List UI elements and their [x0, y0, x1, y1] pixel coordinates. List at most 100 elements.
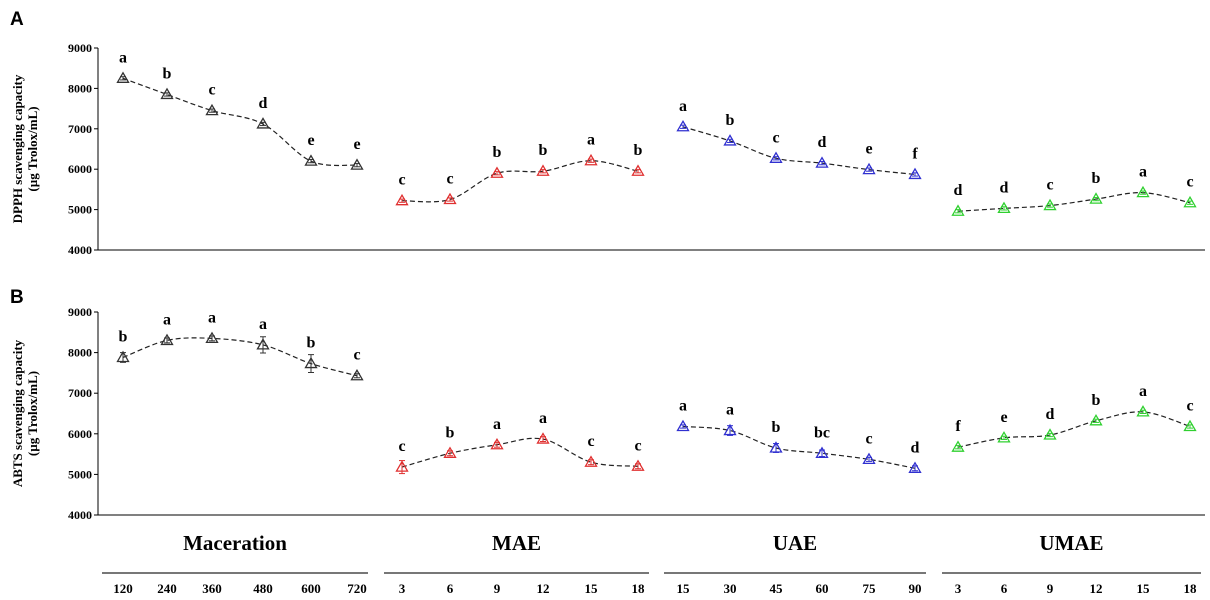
data-point-marker	[1183, 419, 1197, 432]
significance-letter: e	[307, 132, 314, 149]
y-axis-label: DPPH scavenging capacity(µg Trolox/mL)	[10, 74, 40, 223]
significance-letter: a	[208, 309, 216, 326]
significance-letter: d	[1000, 179, 1009, 196]
y-axis-label-line2: (µg Trolox/mL)	[25, 371, 40, 456]
significance-letter: b	[446, 424, 455, 441]
data-point-marker	[631, 459, 645, 471]
data-point-marker	[205, 103, 219, 116]
significance-letter: d	[911, 439, 920, 456]
significance-letter: f	[912, 145, 918, 162]
significance-letter: b	[307, 335, 316, 352]
significance-letter: b	[726, 112, 735, 129]
y-tick-label: 4000	[68, 508, 92, 522]
significance-letter: f	[955, 418, 961, 435]
series-line	[122, 77, 358, 167]
significance-letter: c	[1186, 174, 1193, 191]
data-point-marker	[536, 432, 550, 444]
y-tick-label: 9000	[68, 41, 92, 55]
y-tick-label: 9000	[68, 305, 92, 319]
x-tick-label: 120	[113, 581, 133, 596]
significance-letter: a	[539, 410, 547, 427]
panel-letter: A	[10, 9, 24, 30]
x-tick-label: 90	[909, 581, 922, 596]
data-point-marker	[116, 71, 130, 83]
data-point-marker	[160, 87, 174, 100]
x-tick-label: 30	[724, 581, 737, 596]
significance-letter: b	[493, 144, 502, 161]
x-tick-label: 720	[347, 581, 367, 596]
data-point-marker	[1043, 428, 1057, 440]
data-point-marker	[723, 134, 737, 146]
series-line	[401, 160, 639, 203]
data-point-marker	[951, 440, 965, 452]
data-point-marker	[256, 338, 270, 350]
significance-letter: a	[679, 98, 687, 115]
group-label: MAE	[492, 531, 541, 555]
series-line	[122, 337, 358, 377]
data-point-marker	[1043, 198, 1057, 211]
data-point-marker	[815, 156, 829, 168]
group-label: Maceration	[183, 531, 287, 555]
series-line	[401, 437, 639, 468]
x-tick-label: 60	[816, 581, 829, 596]
y-tick-label: 6000	[68, 162, 92, 176]
y-tick-label: 8000	[68, 346, 92, 360]
significance-letter: d	[259, 95, 268, 112]
y-axis-label-line1: DPPH scavenging capacity	[10, 74, 25, 223]
series-line	[682, 126, 916, 176]
y-axis-label: ABTS scavenging capacity(µg Trolox/mL)	[10, 339, 40, 487]
significance-letter: c	[398, 438, 405, 455]
significance-letter: b	[119, 328, 128, 345]
data-point-marker	[443, 192, 457, 205]
y-tick-label: 4000	[68, 243, 92, 257]
data-point-marker	[997, 201, 1011, 214]
y-tick-label: 8000	[68, 81, 92, 95]
significance-letter: c	[353, 347, 360, 364]
data-point-marker	[1136, 185, 1150, 198]
series-line	[957, 192, 1191, 212]
significance-letter: b	[163, 65, 172, 82]
significance-letter: a	[587, 132, 595, 149]
significance-letter: c	[772, 129, 779, 146]
data-point-marker	[584, 455, 598, 467]
data-point-marker	[1089, 192, 1103, 204]
data-point-marker	[1089, 414, 1103, 426]
data-point-marker	[490, 166, 504, 178]
data-point-marker	[862, 162, 876, 175]
data-point-marker	[676, 419, 690, 432]
data-point-marker	[951, 204, 965, 216]
x-tick-label: 9	[494, 581, 501, 596]
significance-letter: d	[818, 134, 827, 151]
data-point-marker	[350, 368, 364, 381]
significance-letter: b	[539, 142, 548, 159]
significance-letter: b	[634, 142, 643, 159]
x-tick-label: 18	[632, 581, 646, 596]
y-tick-label: 5000	[68, 467, 92, 481]
significance-letter: b	[1092, 392, 1101, 409]
data-point-marker	[395, 193, 409, 206]
data-point-marker	[256, 117, 270, 129]
x-tick-label: 45	[770, 581, 784, 596]
significance-letter: c	[1186, 397, 1193, 414]
significance-letter: a	[679, 397, 687, 414]
data-point-marker	[1136, 405, 1150, 417]
data-point-marker	[116, 350, 130, 363]
significance-letter: a	[163, 311, 171, 328]
data-point-marker	[350, 158, 364, 170]
x-tick-label: 12	[1090, 581, 1103, 596]
data-point-marker	[443, 446, 457, 458]
significance-letter: b	[772, 419, 781, 436]
y-axis-label-line1: ABTS scavenging capacity	[10, 339, 25, 487]
x-tick-label: 240	[157, 581, 177, 596]
x-tick-label: 6	[447, 581, 454, 596]
significance-letter: c	[446, 171, 453, 188]
significance-letter: bc	[814, 424, 830, 441]
x-tick-label: 12	[537, 581, 550, 596]
y-tick-label: 7000	[68, 386, 92, 400]
significance-letter: e	[1000, 409, 1007, 426]
x-tick-label: 18	[1184, 581, 1198, 596]
data-point-marker	[584, 153, 598, 166]
series-line	[682, 425, 916, 469]
significance-letter: d	[1046, 406, 1055, 423]
x-tick-label: 15	[585, 581, 599, 596]
